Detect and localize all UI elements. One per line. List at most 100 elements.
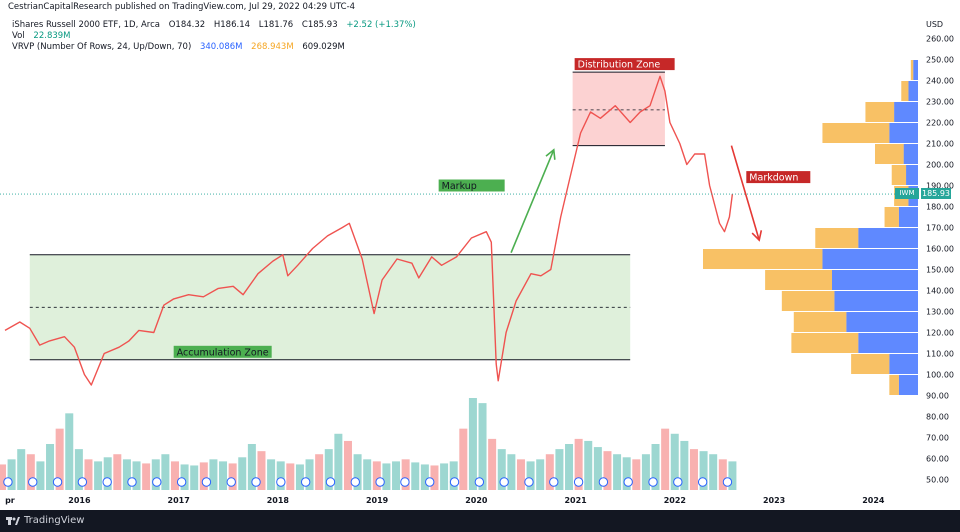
publish-line: CestrianCapitalResearch published on Tra…	[8, 2, 356, 12]
volume-bar	[536, 459, 545, 490]
x-tick-label: 2017	[168, 496, 190, 505]
price-chart[interactable]: Accumulation Zone Distribution Zone Markup…	[0, 0, 960, 510]
volume-bar	[622, 457, 631, 490]
x-tick-label: 2024	[862, 496, 885, 505]
low-label: L	[258, 20, 264, 30]
dividend-marker-icon	[648, 477, 658, 487]
volume-bar	[295, 464, 304, 490]
dividend-marker-icon	[350, 477, 360, 487]
arrow-label-bg	[746, 171, 811, 184]
volume-bar	[0, 464, 6, 490]
volume-profile-layer	[703, 60, 918, 395]
change-value: +2.52 (+1.37%)	[346, 20, 416, 30]
symbol-title[interactable]: iShares Russell 2000 ETF, 1D, Arca	[12, 20, 160, 30]
vp-down-bar	[781, 291, 835, 311]
dividend-marker-icon	[300, 477, 311, 487]
y-tick-label: 150.00	[926, 266, 954, 275]
vol-value: 22.839M	[33, 31, 71, 41]
vp-up-bar	[834, 291, 918, 311]
volume-bar	[257, 451, 266, 490]
volume-bar	[459, 428, 468, 490]
volume-bar	[315, 454, 324, 490]
vp-down-bar	[793, 312, 847, 332]
volume-layer	[0, 398, 737, 490]
vrvp-down-value: 268.943M	[251, 42, 294, 52]
volume-bar	[372, 461, 381, 490]
vp-down-bar	[910, 60, 914, 80]
volume-bar	[709, 454, 718, 490]
footer-brand[interactable]: TradingView	[24, 515, 85, 526]
volume-bar	[113, 454, 122, 490]
dividend-marker-icon	[102, 477, 112, 487]
vp-up-bar	[889, 123, 918, 143]
volume-bar	[305, 459, 314, 490]
currency-label: USD	[926, 20, 944, 29]
y-tick-label: 260.00	[926, 35, 954, 44]
dividend-marker-icon	[77, 477, 88, 487]
arrow-label: Markdown	[749, 173, 798, 184]
volume-bar	[267, 459, 276, 490]
arrow-head	[751, 230, 763, 242]
volume-bar	[430, 465, 439, 490]
vp-down-bar	[822, 123, 890, 143]
volume-bar	[680, 440, 689, 490]
vrvp-label[interactable]: VRVP (Number Of Rows, 24, Up/Down, 70)	[12, 42, 192, 52]
volume-bar	[94, 461, 103, 490]
volume-bar	[641, 454, 650, 490]
y-tick-label: 90.00	[926, 392, 949, 401]
zone-label: Accumulation Zone	[177, 347, 269, 358]
volume-bar	[343, 440, 352, 490]
volume-bar	[651, 444, 660, 490]
dividend-marker-icon	[623, 477, 633, 487]
dividend-marker-icon	[28, 477, 38, 487]
y-tick-label: 50.00	[926, 476, 949, 485]
tradingview-logo-icon[interactable]	[6, 515, 20, 527]
price-layer	[0, 75, 918, 386]
volume-bar	[46, 444, 55, 490]
vol-label[interactable]: Vol	[12, 31, 25, 41]
volume-bar	[65, 413, 74, 490]
low-value: 181.76	[263, 20, 294, 30]
dividend-marker-icon	[598, 477, 609, 487]
dividend-marker-icon	[152, 477, 162, 487]
dividend-marker-icon	[176, 477, 187, 487]
volume-bar	[411, 462, 420, 490]
vp-down-bar	[889, 375, 899, 395]
y-tick-label: 140.00	[926, 287, 954, 296]
zone-label: Distribution Zone	[578, 60, 661, 71]
x-tick-label: pr	[5, 496, 15, 505]
dividend-marker-icon	[673, 477, 683, 487]
volume-bar	[36, 461, 45, 490]
volume-bar	[488, 438, 497, 490]
x-tick-label: 2021	[564, 496, 587, 505]
volume-bar	[497, 449, 506, 490]
trend-arrow	[730, 145, 760, 241]
vp-up-bar	[906, 165, 918, 185]
volume-bar	[353, 454, 362, 490]
volume-bar	[603, 451, 612, 490]
volume-bar	[468, 398, 477, 490]
x-tick-label: 2018	[267, 496, 290, 505]
dividend-marker-icon	[474, 477, 485, 487]
arrow-label: Markup	[442, 181, 477, 192]
volume-bar	[228, 463, 237, 490]
y-tick-label: 80.00	[926, 413, 949, 422]
last-price-ticker: IWM	[895, 188, 919, 199]
vrvp-total-value: 609.029M	[302, 42, 345, 52]
x-tick-label: 2022	[664, 496, 686, 505]
y-tick-label: 210.00	[926, 140, 954, 149]
volume-bar	[190, 465, 199, 490]
vp-down-bar	[891, 165, 907, 185]
y-tick-label: 220.00	[926, 119, 954, 128]
dividend-marker-icon	[375, 477, 385, 487]
dividend-marker-icon	[697, 477, 708, 487]
open-value: 184.32	[175, 20, 206, 30]
volume-bar	[718, 459, 727, 490]
volume-bar	[324, 449, 333, 490]
volume-bar	[478, 403, 487, 490]
arrow-head	[545, 148, 556, 160]
y-tick-label: 110.00	[926, 350, 954, 359]
y-tick-label: 190.00	[926, 182, 954, 191]
dividend-marker-icon	[449, 477, 460, 487]
vp-down-bar	[865, 102, 895, 122]
